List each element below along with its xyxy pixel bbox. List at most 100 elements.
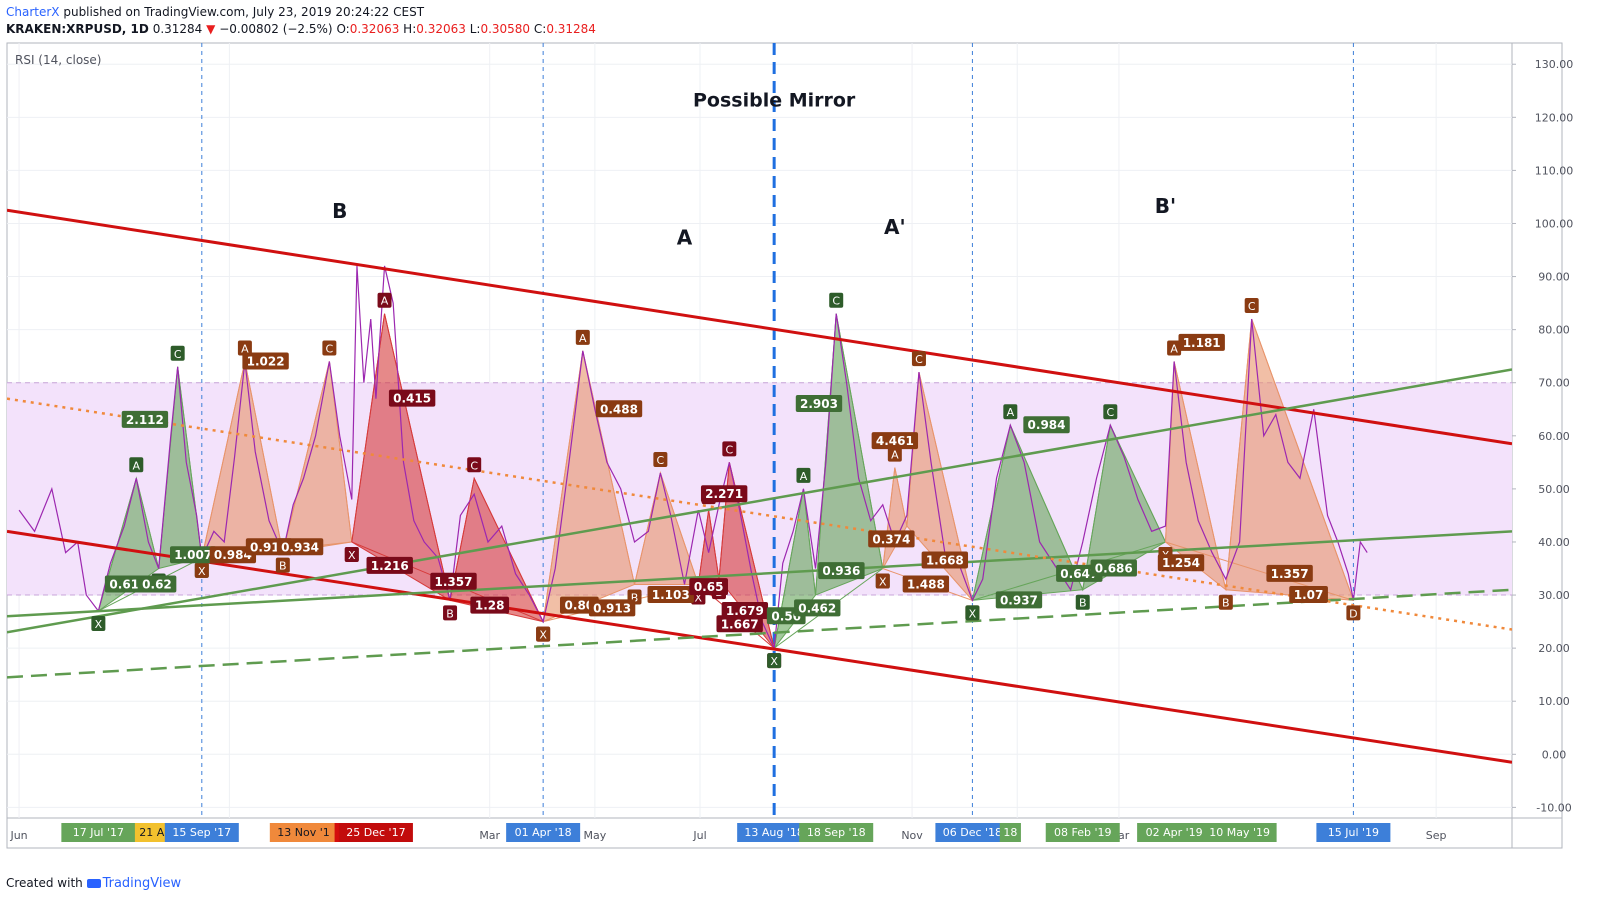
y-tick-label: 130.00	[1535, 58, 1574, 71]
svg-text:1.07: 1.07	[1294, 588, 1324, 602]
svg-text:D: D	[1349, 607, 1357, 620]
rsi-line	[18, 265, 1368, 651]
pattern-point-b: B	[1218, 594, 1233, 610]
ratio-label: 2.271	[700, 485, 748, 503]
y-tick-label: 60.00	[1538, 430, 1570, 443]
ratio-label: 1.668	[921, 551, 969, 569]
svg-text:C: C	[1248, 300, 1256, 313]
high-value: 0.32063	[416, 22, 466, 36]
tradingview-logo-icon	[86, 879, 101, 888]
svg-text:B: B	[1222, 597, 1230, 610]
svg-text:0.65: 0.65	[694, 580, 724, 594]
x-tick-label: Jun	[9, 829, 27, 842]
pattern-point-c: C	[911, 351, 926, 367]
annotation-a-: A'	[884, 215, 906, 239]
pattern-point-x: X	[194, 562, 209, 578]
ratio-label: 2.112	[121, 410, 169, 428]
svg-text:1.679: 1.679	[726, 604, 764, 618]
svg-text:25 Dec '17: 25 Dec '17	[346, 826, 405, 839]
y-tick-label: 100.00	[1535, 217, 1574, 230]
down-arrow-icon: ▼	[206, 22, 216, 36]
svg-text:B: B	[446, 607, 454, 620]
svg-text:0.984: 0.984	[1028, 418, 1066, 432]
pattern-point-c: C	[1103, 404, 1118, 420]
plot-area: XABCXXABCXXABCXXABCXXABCXXABCXXABCXXABCX…	[7, 43, 1512, 818]
svg-text:0.462: 0.462	[798, 601, 836, 615]
svg-text:0.80: 0.80	[565, 599, 595, 613]
y-tick-label: 80.00	[1538, 324, 1570, 337]
svg-text:C: C	[657, 454, 665, 467]
svg-text:A: A	[133, 459, 141, 472]
pattern-point-x: X	[965, 605, 980, 621]
y-tick-label: 30.00	[1538, 589, 1570, 602]
y-tick-label: 90.00	[1538, 271, 1570, 284]
ratio-label: 1.488	[902, 575, 950, 593]
svg-text:01 Apr '18: 01 Apr '18	[515, 826, 572, 839]
orange-dotted-line	[7, 397, 1512, 631]
low-label: L:	[469, 22, 481, 36]
date-marker: 01 Apr '18	[506, 823, 581, 842]
ratio-label: 1.022	[242, 352, 289, 370]
ratio-label: 0.934	[276, 538, 324, 556]
tradingview-brand[interactable]: TradingView	[102, 876, 182, 891]
pattern-point-x: X	[536, 626, 551, 642]
svg-text:A: A	[800, 470, 808, 483]
date-marker: 25 Dec '17	[338, 823, 413, 842]
svg-text:1.28: 1.28	[475, 599, 505, 613]
annotation-b-: B'	[1155, 194, 1176, 218]
svg-text:B: B	[279, 560, 287, 573]
open-label: O:	[336, 22, 350, 36]
svg-text:13 Aug '18: 13 Aug '18	[744, 826, 804, 839]
svg-text:18: 18	[1003, 826, 1017, 839]
svg-text:13 Nov '1: 13 Nov '1	[277, 826, 329, 839]
ratio-label: 1.28	[470, 596, 510, 614]
svg-text:1.667: 1.667	[721, 617, 759, 631]
svg-text:02 Apr '19: 02 Apr '19	[1146, 826, 1203, 839]
svg-text:X: X	[95, 618, 103, 631]
ratio-label: 0.984	[209, 546, 257, 564]
svg-text:0.62: 0.62	[142, 577, 172, 591]
y-tick-label: 70.00	[1538, 377, 1570, 390]
x-tick-label: Sep	[1426, 829, 1447, 842]
svg-text:X: X	[348, 549, 356, 562]
open-value: 0.32063	[349, 22, 400, 36]
ratio-label: 0.462	[794, 599, 841, 617]
date-marker: 15 Sep '17	[164, 823, 239, 842]
ratio-label: 1.181	[1178, 333, 1225, 351]
y-tick-label: 50.00	[1538, 483, 1570, 496]
ratio-label: 1.679	[721, 601, 769, 619]
pattern-point-a: A	[237, 340, 252, 356]
pattern-outline	[882, 371, 973, 601]
y-tick-label: 20.00	[1538, 642, 1570, 655]
y-tick-label: 0.00	[1542, 748, 1567, 761]
svg-text:4.461: 4.461	[876, 434, 914, 448]
pattern-point-c: C	[322, 340, 337, 356]
pattern-point-b: B	[1075, 594, 1090, 610]
ratio-label: 0.374	[868, 530, 915, 548]
svg-text:1.357: 1.357	[1271, 567, 1309, 581]
close-value: 0.31284	[546, 22, 596, 36]
y-tick-label: 120.00	[1535, 111, 1574, 124]
svg-text:C: C	[832, 295, 840, 308]
svg-text:A: A	[891, 449, 899, 462]
low-value: 0.30580	[480, 22, 531, 36]
pattern-point-c: C	[1244, 298, 1259, 314]
y-tick-label: 10.00	[1538, 695, 1570, 708]
pattern-point-c: C	[653, 451, 668, 467]
ratio-label: 1.254	[1157, 554, 1205, 572]
pattern-point-b: B	[443, 605, 458, 621]
ratio-label: 0.415	[388, 389, 436, 407]
ratio-label: 1.103	[647, 586, 694, 604]
svg-text:C: C	[326, 342, 334, 355]
ratio-label: 0.65	[689, 578, 729, 596]
pattern-point-c: C	[722, 441, 737, 457]
ratio-label: 0.488	[595, 400, 643, 418]
date-marker: 13 Nov '1	[269, 823, 338, 842]
svg-text:A: A	[241, 342, 249, 355]
svg-text:0.56: 0.56	[771, 609, 801, 623]
pattern-point-a: A	[1167, 340, 1182, 356]
author-link[interactable]: CharterX	[6, 5, 60, 19]
pattern-point-c: C	[170, 345, 185, 361]
svg-text:1.216: 1.216	[371, 559, 409, 573]
